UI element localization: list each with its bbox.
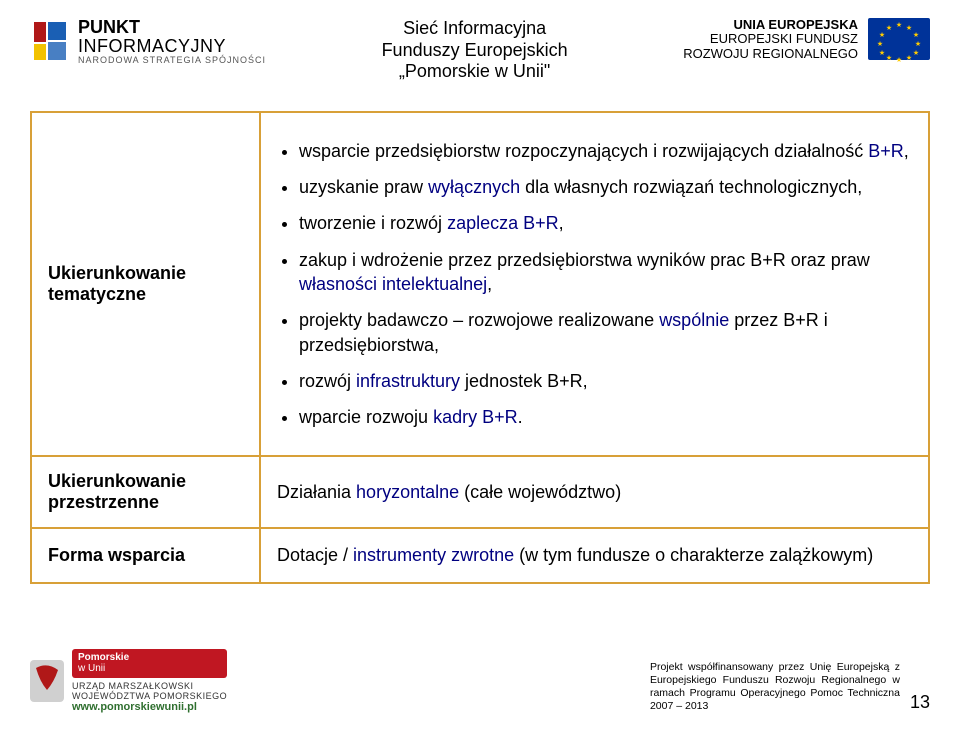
table-row: Ukierunkowanie przestrzenne Działania ho… — [31, 456, 929, 528]
list-item: wsparcie przedsiębiorstw rozpoczynającyc… — [299, 139, 912, 163]
pom-small1: URZĄD MARSZAŁKOWSKI — [72, 681, 227, 691]
list-item: rozwój infrastruktury jednostek B+R, — [299, 369, 912, 393]
center-line1: Sieć Informacyjna — [382, 18, 568, 40]
bullet-list: wsparcie przedsiębiorstw rozpoczynającyc… — [277, 139, 912, 430]
cofinance-text: Projekt współfinansowany przez Unię Euro… — [650, 661, 900, 714]
pom-small2: WOJEWÓDZTWA POMORSKIEGO — [72, 691, 227, 701]
pom-url: www.pomorskiewunii.pl — [72, 701, 227, 713]
table-row: Ukierunkowanie tematyczne wsparcie przed… — [31, 112, 929, 457]
center-line3: „Pomorskie w Unii" — [382, 61, 568, 83]
footer-right: Projekt współfinansowany przez Unię Euro… — [650, 661, 930, 714]
emphasis: zaplecza B+R — [447, 213, 559, 233]
griffin-icon — [30, 660, 64, 702]
ue-title: UNIA EUROPEJSKA — [683, 18, 858, 32]
left-title: PUNKT INFORMACYJNY NARODOWA STRATEGIA SP… — [78, 18, 266, 65]
row-label: Ukierunkowanie tematyczne — [31, 112, 260, 457]
emphasis: kadry B+R — [433, 407, 518, 427]
center-line2: Funduszy Europejskich — [382, 40, 568, 62]
ue-sub1: EUROPEJSKI FUNDUSZ — [683, 32, 858, 46]
content-table: Ukierunkowanie tematyczne wsparcie przed… — [30, 111, 930, 584]
row-label: Forma wsparcia — [31, 528, 260, 582]
table-row: Forma wsparcia Dotacje / instrumenty zwr… — [31, 528, 929, 582]
logo-icon — [30, 18, 70, 64]
punkt-text: PUNKT — [78, 18, 266, 37]
right-text: UNIA EUROPEJSKA EUROPEJSKI FUNDUSZ ROZWO… — [683, 18, 858, 61]
list-item: uzyskanie praw wyłącznych dla własnych r… — [299, 175, 912, 199]
emphasis: wyłącznych — [428, 177, 520, 197]
list-item: tworzenie i rozwój zaplecza B+R, — [299, 211, 912, 235]
header: PUNKT INFORMACYJNY NARODOWA STRATEGIA SP… — [30, 18, 930, 83]
center-title: Sieć Informacyjna Funduszy Europejskich … — [382, 18, 568, 83]
emphasis: wspólnie — [659, 310, 729, 330]
left-logo-block: PUNKT INFORMACYJNY NARODOWA STRATEGIA SP… — [30, 18, 266, 65]
ue-sub2: ROZWOJU REGIONALNEGO — [683, 47, 858, 61]
eu-flag-icon: ★★★★★★★★★★★★ — [868, 18, 930, 60]
row-label: Ukierunkowanie przestrzenne — [31, 456, 260, 528]
page-number: 13 — [900, 692, 930, 713]
emphasis: własności intelektualnej — [299, 274, 487, 294]
list-item: projekty badawczo – rozwojowe realizowan… — [299, 308, 912, 357]
row-content: wsparcie przedsiębiorstw rozpoczynającyc… — [260, 112, 929, 457]
row-content: Dotacje / instrumenty zwrotne (w tym fun… — [260, 528, 929, 582]
emphasis: horyzontalne — [356, 482, 459, 502]
emphasis: instrumenty zwrotne — [353, 545, 514, 565]
informacyjny-text: INFORMACYJNY — [78, 37, 266, 56]
list-item: wparcie rozwoju kadry B+R. — [299, 405, 912, 429]
page: PUNKT INFORMACYJNY NARODOWA STRATEGIA SP… — [0, 0, 960, 729]
footer: Pomorskie w Unii URZĄD MARSZAŁKOWSKI WOJ… — [30, 649, 930, 713]
right-logo-block: UNIA EUROPEJSKA EUROPEJSKI FUNDUSZ ROZWO… — [683, 18, 930, 61]
footer-left-logo: Pomorskie w Unii URZĄD MARSZAŁKOWSKI WOJ… — [30, 649, 227, 713]
pomorskie-badge: Pomorskie w Unii — [72, 649, 227, 678]
list-item: zakup i wdrożenie przez przedsiębiorstwa… — [299, 248, 912, 297]
row-content: Działania horyzontalne (całe województwo… — [260, 456, 929, 528]
emphasis: B+R — [868, 141, 904, 161]
footer-left-text: Pomorskie w Unii URZĄD MARSZAŁKOWSKI WOJ… — [72, 649, 227, 713]
emphasis: infrastruktury — [356, 371, 460, 391]
nss-text: NARODOWA STRATEGIA SPÓJNOŚCI — [78, 56, 266, 65]
